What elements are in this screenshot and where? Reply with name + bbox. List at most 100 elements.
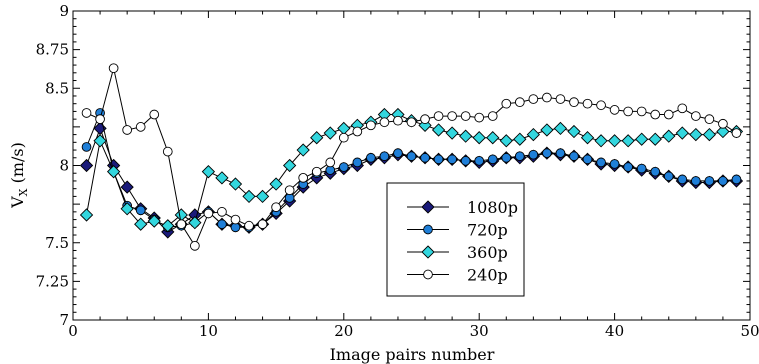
data-point-360p	[607, 134, 622, 148]
legend-marker-240p	[423, 269, 433, 280]
data-point-240p	[406, 117, 417, 128]
data-point-240p	[582, 98, 593, 109]
data-point-720p	[135, 205, 146, 216]
data-point-360p	[269, 177, 283, 191]
data-point-240p	[501, 98, 512, 109]
legend: 1080p 720p 360p 240p	[386, 182, 525, 297]
data-point-720p	[514, 151, 525, 162]
y-axis-title-subscript: X	[17, 188, 30, 196]
data-point-360p	[648, 132, 662, 146]
data-point-720p	[217, 219, 227, 230]
data-point-360p	[79, 208, 94, 222]
y-tick-label: 8	[59, 157, 69, 175]
data-point-720p	[420, 152, 430, 163]
data-point-240p	[569, 97, 579, 108]
data-point-360p	[201, 165, 216, 179]
legend-label-240p: 240p	[467, 266, 508, 285]
data-point-240p	[677, 103, 688, 114]
data-point-360p	[567, 124, 581, 139]
y-axis-title-main: V	[8, 196, 27, 209]
data-point-360p	[228, 177, 243, 191]
x-tick-label: 30	[470, 322, 489, 340]
x-tick-label: 20	[334, 322, 353, 340]
data-point-360p	[702, 127, 717, 142]
y-tick-label: 7.5	[45, 234, 69, 252]
data-point-240p	[230, 214, 241, 225]
data-point-240p	[81, 108, 92, 118]
data-point-360p	[445, 126, 459, 140]
data-point-720p	[487, 154, 498, 165]
data-point-720p	[636, 163, 647, 174]
data-point-240p	[271, 202, 281, 213]
data-point-360p	[337, 121, 351, 136]
data-point-240p	[379, 117, 390, 128]
data-point-360p	[499, 134, 513, 148]
data-point-720p	[447, 154, 457, 165]
data-point-360p	[431, 123, 446, 137]
data-point-240p	[190, 240, 200, 251]
y-tick-label: 7	[59, 311, 69, 329]
data-point-720p	[338, 162, 349, 172]
data-point-720p	[718, 176, 728, 186]
data-point-240p	[420, 114, 430, 125]
legend-marker-360p	[421, 245, 435, 259]
data-point-720p	[596, 157, 606, 168]
data-point-360p	[662, 129, 676, 143]
data-point-240p	[663, 109, 674, 120]
legend-label-720p: 720p	[467, 221, 508, 240]
legend-item-360p: 360p	[407, 243, 508, 262]
legend-marker-720p	[423, 224, 433, 235]
data-point-360p	[310, 131, 324, 145]
data-point-360p	[635, 132, 649, 146]
data-point-720p	[623, 162, 633, 172]
data-point-240p	[244, 220, 254, 231]
x-tick-label: 0	[68, 322, 78, 340]
data-point-240p	[690, 111, 701, 121]
axes: 0 10 20 30 40 50 7 7.25 7.5 8 8.5 8.75 9	[36, 2, 759, 340]
data-point-720p	[366, 152, 376, 163]
data-point-240p	[122, 125, 133, 135]
data-point-240p	[650, 109, 661, 120]
data-point-1080p	[79, 158, 94, 173]
data-point-360p	[553, 121, 568, 136]
data-point-720p	[501, 152, 512, 163]
data-point-360p	[621, 134, 635, 148]
data-point-240p	[325, 157, 336, 168]
data-point-360p	[580, 131, 595, 145]
legend-label-1080p: 1080p	[467, 198, 518, 217]
data-point-240p	[636, 106, 647, 117]
legend-item-1080p: 1080p	[407, 198, 518, 217]
data-point-240p	[433, 111, 444, 121]
data-point-240p	[596, 100, 606, 111]
legend-marker-1080p	[421, 200, 435, 214]
data-point-360p	[93, 134, 107, 148]
data-point-240p	[352, 126, 363, 137]
data-point-360p	[106, 165, 121, 179]
series-240p	[81, 63, 742, 251]
y-tick-label: 8.5	[45, 79, 69, 97]
data-point-240p	[528, 94, 539, 104]
data-point-360p	[594, 134, 608, 148]
x-axis-title: Image pairs number	[330, 345, 495, 364]
data-point-240p	[487, 111, 498, 121]
data-point-240p	[257, 219, 268, 230]
data-point-360p	[255, 189, 270, 204]
data-point-360p	[296, 143, 310, 157]
data-point-240p	[162, 146, 173, 157]
data-point-720p	[528, 149, 539, 160]
data-point-360p	[147, 214, 161, 228]
data-point-360p	[459, 129, 473, 143]
data-point-240p	[135, 122, 146, 132]
data-point-720p	[704, 176, 715, 186]
x-tick-label: 50	[740, 322, 759, 340]
data-point-240p	[284, 185, 295, 196]
data-point-360p	[675, 126, 689, 140]
data-point-240p	[609, 105, 620, 115]
data-point-240p	[474, 112, 485, 123]
data-point-240p	[555, 94, 566, 104]
data-point-720p	[569, 151, 579, 162]
data-point-240p	[542, 92, 552, 103]
legend-label-360p: 360p	[467, 243, 508, 262]
data-point-240p	[460, 111, 471, 121]
